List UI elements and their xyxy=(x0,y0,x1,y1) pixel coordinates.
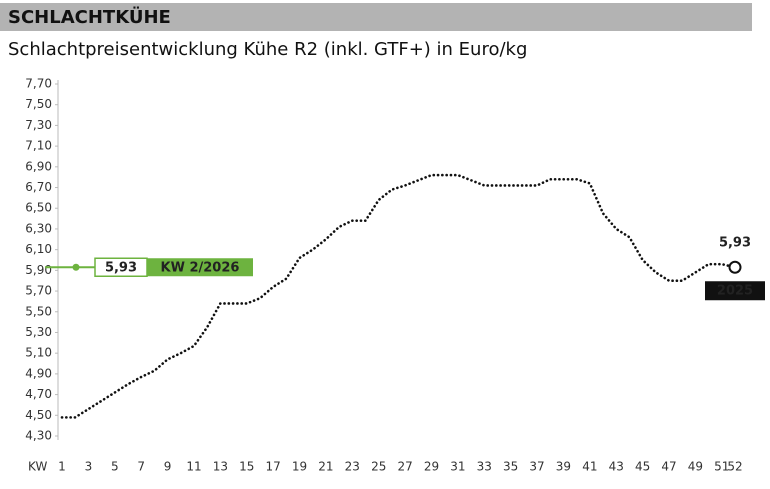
x-tick-label: 11 xyxy=(186,460,201,474)
x-tick-label: 13 xyxy=(213,460,228,474)
x-tick-label: 9 xyxy=(164,460,172,474)
y-tick-label: 4,50 xyxy=(25,408,52,422)
x-tick-label: 37 xyxy=(529,460,544,474)
y-tick-label: 4,70 xyxy=(25,387,52,401)
y-tick-label: 6,50 xyxy=(25,201,52,215)
x-tick-label: 45 xyxy=(635,460,650,474)
y-tick-label: 7,30 xyxy=(25,118,52,132)
end-label: 5,93 xyxy=(719,236,751,251)
x-tick-label: 1 xyxy=(58,460,66,474)
chart-title: SCHLACHTKÜHE xyxy=(8,6,171,28)
legend-label: 2025 xyxy=(717,284,753,299)
series-label-box xyxy=(705,281,765,301)
x-tick-label: 39 xyxy=(556,460,571,474)
x-tick-label: 47 xyxy=(661,460,676,474)
x-tick-label: 7 xyxy=(137,460,145,474)
x-tick-label: 23 xyxy=(345,460,360,474)
y-tick-label: 5,50 xyxy=(25,304,52,318)
x-tick-label: 43 xyxy=(609,460,624,474)
y-tick-label: 7,70 xyxy=(25,77,52,91)
x-tick-label: 19 xyxy=(292,460,307,474)
title-bar xyxy=(0,3,752,31)
current-value-label: 5,93 xyxy=(105,261,137,276)
x-tick-label: 29 xyxy=(424,460,439,474)
x-tick-label: 25 xyxy=(371,460,386,474)
y-tick-label: 5,10 xyxy=(25,346,52,360)
x-tick-label: 27 xyxy=(397,460,412,474)
current-week-label: KW 2/2026 xyxy=(161,261,240,276)
y-tick-label: 4,30 xyxy=(25,429,52,443)
y-tick-label: 5,70 xyxy=(25,284,52,298)
current-point xyxy=(72,263,80,271)
x-tick-label: 5 xyxy=(111,460,119,474)
x-tick-label: 52 xyxy=(727,460,742,474)
y-tick-label: 7,10 xyxy=(25,139,52,153)
y-tick-label: 6,70 xyxy=(25,180,52,194)
x-tick-label: 51 xyxy=(714,460,729,474)
end-point xyxy=(728,260,742,274)
y-tick-label: 6,30 xyxy=(25,221,52,235)
chart-subtitle: Schlachtpreisentwicklung Kühe R2 (inkl. … xyxy=(8,39,527,60)
y-tick-label: 6,90 xyxy=(25,159,52,173)
x-tick-label: 49 xyxy=(688,460,703,474)
x-tick-label: 15 xyxy=(239,460,254,474)
x-tick-label: 3 xyxy=(85,460,93,474)
x-tick-label: 31 xyxy=(450,460,465,474)
y-tick-label: 6,10 xyxy=(25,242,52,256)
y-tick-label: 5,90 xyxy=(25,263,52,277)
x-tick-label: 33 xyxy=(477,460,492,474)
x-tick-label: 17 xyxy=(265,460,280,474)
y-tick-label: 7,50 xyxy=(25,97,52,111)
line-series xyxy=(60,173,737,419)
x-tick-label: 41 xyxy=(582,460,597,474)
y-tick-label: 4,90 xyxy=(25,366,52,380)
x-tick-label: 35 xyxy=(503,460,518,474)
y-tick-label: 5,30 xyxy=(25,325,52,339)
current-week-box xyxy=(147,258,253,277)
x-axis-label: KW xyxy=(28,460,47,474)
x-tick-label: 21 xyxy=(318,460,333,474)
